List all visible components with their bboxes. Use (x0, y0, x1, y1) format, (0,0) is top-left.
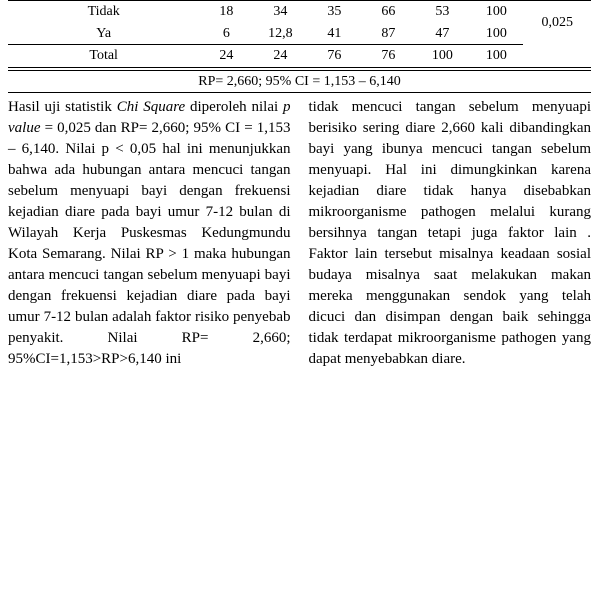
cell: 100 (469, 23, 523, 45)
cell: 6 (199, 23, 253, 45)
row-label: Ya (8, 23, 199, 45)
text: Hasil uji statistik (8, 99, 117, 115)
paragraph: tidak mencuci tangan sebelum menyuapi be… (309, 97, 592, 370)
cell: 12,8 (253, 23, 307, 45)
italic-text: Chi Square (117, 99, 185, 115)
cell: 66 (361, 1, 415, 23)
cell: 100 (469, 1, 523, 23)
page-root: Tidak 18 34 35 66 53 100 0,025 Ya 6 12,8… (0, 0, 599, 370)
text-columns: Hasil uji statistik Chi Square diperoleh… (8, 97, 591, 370)
cell: 47 (415, 23, 469, 45)
cell: 76 (307, 45, 361, 68)
cell: 100 (469, 45, 523, 68)
cell: 18 (199, 1, 253, 23)
cell: 53 (415, 1, 469, 23)
text: = 0,025 dan RP= 2,660; 95% CI = 1,153 – … (8, 120, 291, 367)
row-label: Tidak (8, 1, 199, 23)
row-label: Total (8, 45, 199, 68)
cell: 35 (307, 1, 361, 23)
p-value-cell: 0,025 (523, 1, 591, 45)
cell: 24 (199, 45, 253, 68)
cell: 41 (307, 23, 361, 45)
table-row-total: Total 24 24 76 76 100 100 (8, 45, 591, 68)
left-column: Hasil uji statistik Chi Square diperoleh… (8, 97, 291, 370)
paragraph: Hasil uji statistik Chi Square diperoleh… (8, 97, 291, 370)
right-column: tidak mencuci tangan sebelum menyuapi be… (309, 97, 592, 370)
stat-summary: RP= 2,660; 95% CI = 1,153 – 6,140 (8, 70, 591, 94)
cell: 24 (253, 45, 307, 68)
cell: 100 (415, 45, 469, 68)
text: diperoleh nilai (185, 99, 283, 115)
data-table: Tidak 18 34 35 66 53 100 0,025 Ya 6 12,8… (8, 0, 591, 68)
table-row: Tidak 18 34 35 66 53 100 0,025 (8, 1, 591, 23)
cell: 76 (361, 45, 415, 68)
cell: 87 (361, 23, 415, 45)
empty-cell (523, 45, 591, 68)
table-row: Ya 6 12,8 41 87 47 100 (8, 23, 591, 45)
cell: 34 (253, 1, 307, 23)
